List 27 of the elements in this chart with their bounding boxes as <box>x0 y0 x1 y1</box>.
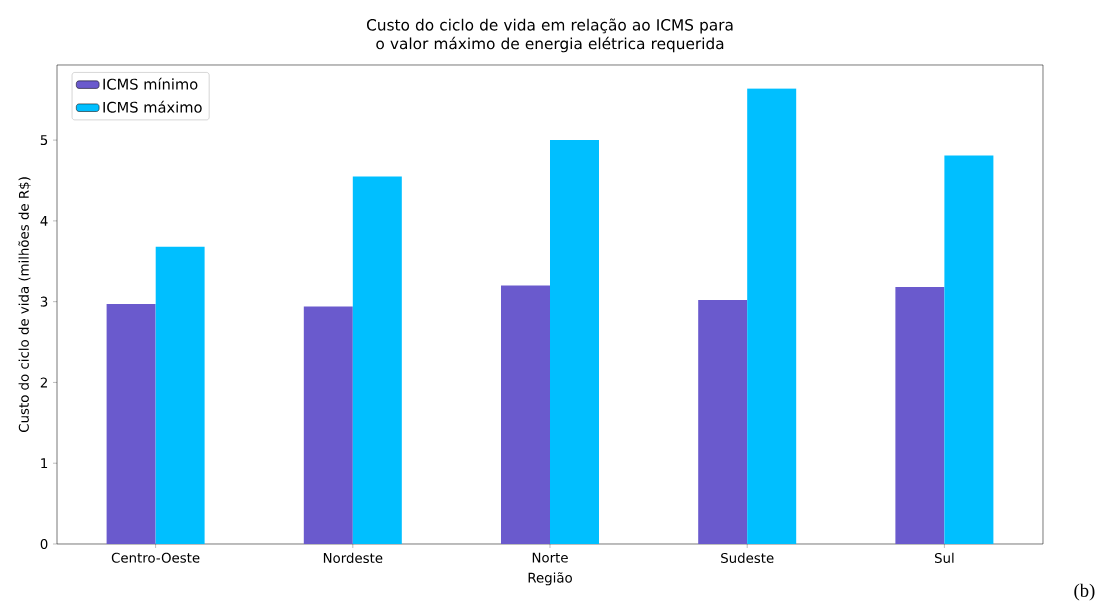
y-tick-label: 2 <box>40 377 47 388</box>
y-tick-label: 4 <box>40 216 48 226</box>
x-tick-label: Centro-Oeste <box>111 552 200 563</box>
y-axis-title: Custo do ciclo de vida (milhões de R$) <box>18 177 31 432</box>
bar <box>155 246 205 544</box>
x-axis-title: Região <box>528 572 572 586</box>
x-tick-label: Sul <box>934 552 954 564</box>
legend-label: ICMS máximo <box>103 100 202 113</box>
x-tick-label: Sudeste <box>721 552 774 564</box>
legend-label: ICMS mínimo <box>103 77 198 90</box>
bar <box>895 287 945 544</box>
bar <box>698 300 748 544</box>
x-tick-label: Norte <box>532 552 568 563</box>
bar <box>944 155 994 544</box>
chart-title: Custo do ciclo de vida em relação ao ICMS para o valor máximo de energia elétrica requerida <box>366 18 733 53</box>
text: (b) <box>1074 583 1095 601</box>
bar <box>747 88 797 544</box>
bar <box>550 140 599 544</box>
y-tick-label: 0 <box>40 538 48 550</box>
bar <box>501 285 550 544</box>
y-tick-label: 5 <box>40 135 48 146</box>
y-tick-label: 1 <box>41 458 48 469</box>
y-tick-label: 3 <box>40 296 48 307</box>
x-tick-label: Nordeste <box>323 552 383 564</box>
bar <box>106 304 156 544</box>
bar <box>352 176 402 544</box>
bar <box>303 306 353 544</box>
